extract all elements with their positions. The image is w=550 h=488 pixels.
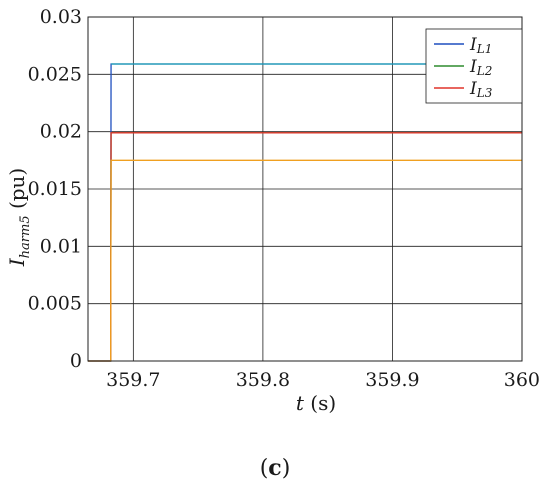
plot-frame (87, 16, 523, 362)
x-tick-label: 360 (504, 369, 540, 391)
y-tick-label: 0.02 (40, 121, 82, 143)
y-axis-ticks: 0 0.005 0.01 0.015 0.02 0.025 0.03 (28, 6, 82, 372)
y-tick-label: 0.015 (28, 178, 82, 200)
y-tick-label: 0.03 (40, 6, 82, 28)
legend-entry: IL1 (469, 35, 492, 56)
x-tick-label: 359.8 (236, 369, 290, 391)
axes-border (87, 16, 523, 362)
legend-entry: IL3 (469, 79, 493, 100)
panel-label: (c) (260, 455, 291, 481)
y-axis-label: Iharm5 (pu) (5, 168, 33, 268)
y-tick-label: 0.005 (28, 293, 82, 315)
x-axis-label: t (s) (296, 391, 336, 415)
x-axis-ticks: 359.7 359.8 359.9 360 (106, 369, 540, 391)
x-tick-label: 359.9 (365, 369, 419, 391)
y-tick-label: 0.025 (28, 63, 82, 85)
y-tick-label: 0 (70, 350, 82, 372)
legend-entry: IL2 (469, 57, 492, 78)
y-tick-label: 0.01 (40, 235, 82, 257)
x-tick-label: 359.7 (106, 369, 160, 391)
